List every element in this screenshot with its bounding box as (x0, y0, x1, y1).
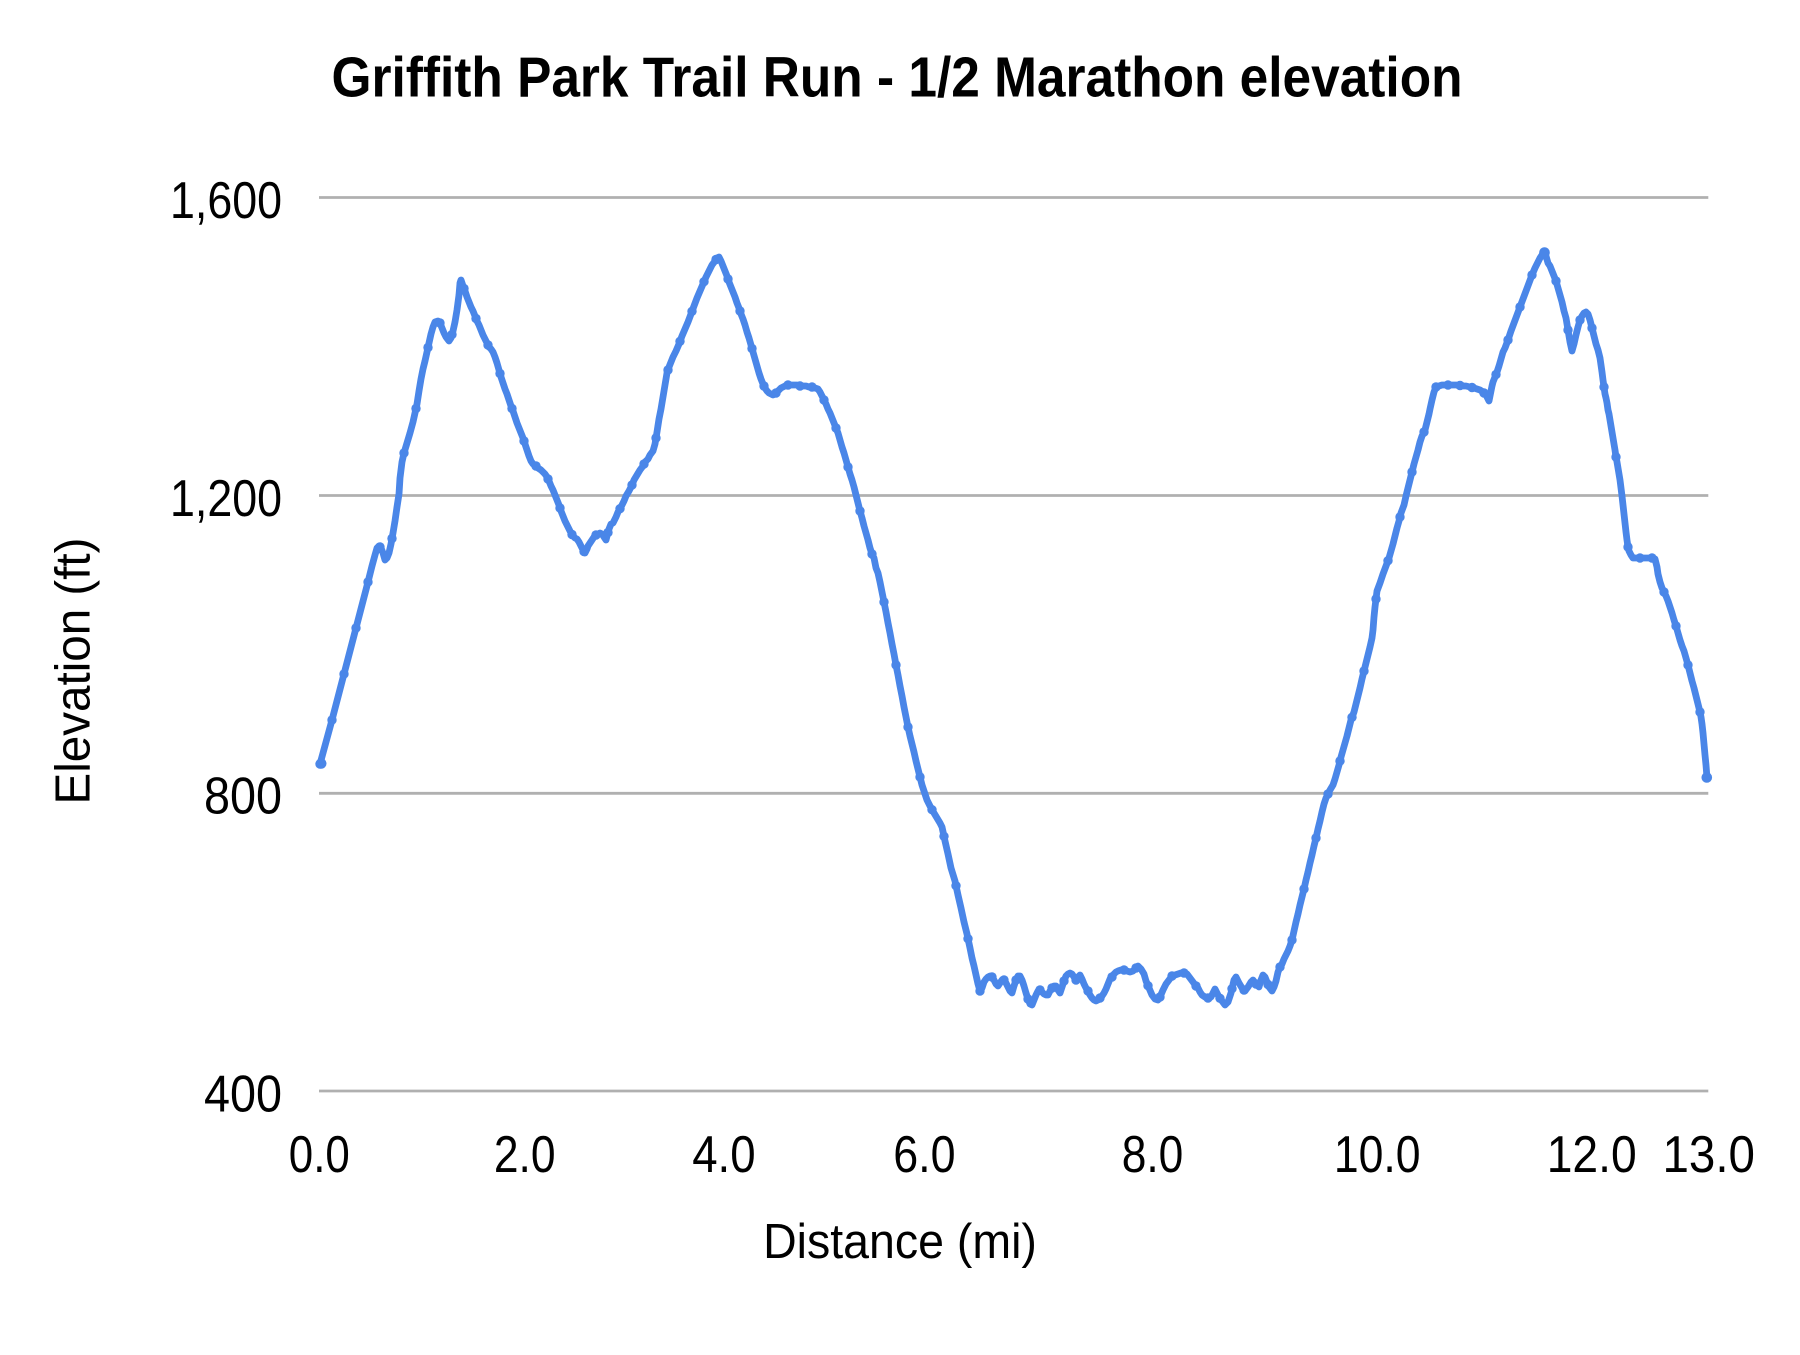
svg-text:12.0: 12.0 (1547, 1126, 1637, 1184)
svg-text:Distance (mi): Distance (mi) (763, 1215, 1037, 1269)
svg-text:6.0: 6.0 (893, 1126, 955, 1184)
svg-text:0.0: 0.0 (289, 1126, 350, 1184)
svg-text:Elevation (ft): Elevation (ft) (47, 538, 101, 805)
svg-text:8.0: 8.0 (1122, 1126, 1184, 1184)
svg-text:Griffith Park Trail Run - 1/2: Griffith Park Trail Run - 1/2 Marathon e… (332, 46, 1463, 110)
svg-text:2.0: 2.0 (494, 1126, 556, 1184)
svg-text:13.0: 13.0 (1663, 1126, 1756, 1184)
svg-text:10.0: 10.0 (1334, 1126, 1421, 1184)
svg-text:4.0: 4.0 (692, 1126, 755, 1184)
svg-text:1,600: 1,600 (170, 172, 282, 230)
svg-text:400: 400 (204, 1065, 282, 1123)
svg-text:1,200: 1,200 (170, 470, 282, 528)
svg-text:800: 800 (204, 768, 282, 826)
